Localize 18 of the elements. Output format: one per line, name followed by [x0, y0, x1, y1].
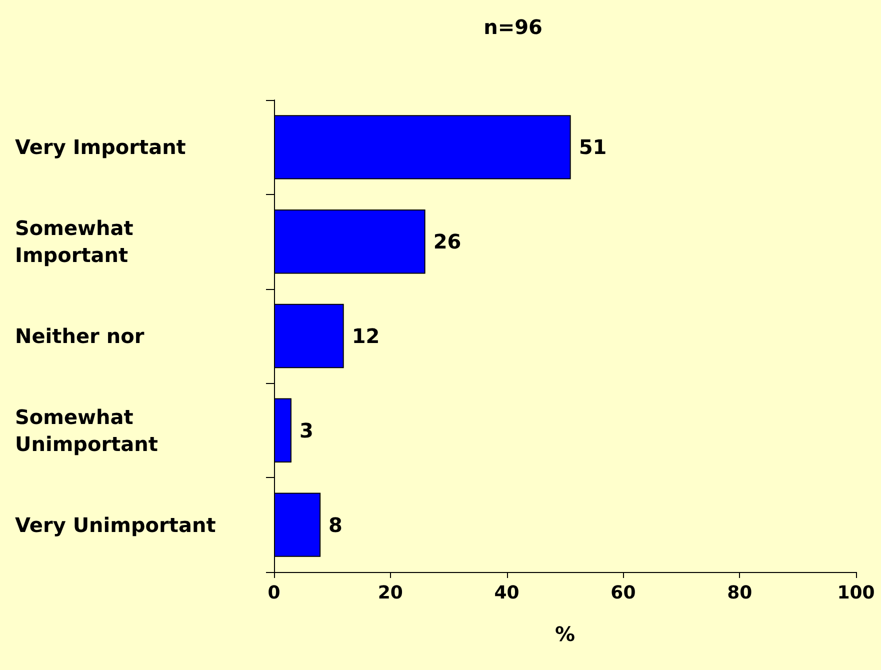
x-tick-label: 80 — [727, 582, 752, 604]
x-tick-label: 40 — [494, 582, 520, 604]
y-tick-label: Very Important — [15, 135, 186, 160]
x-tick-label: 60 — [610, 582, 636, 604]
y-tick-label: Very Unimportant — [15, 512, 216, 537]
y-tick-label: Somewhat Unimportant — [15, 404, 158, 456]
x-tick-label: 100 — [837, 582, 875, 604]
data-label: 3 — [299, 418, 314, 442]
data-label: 51 — [578, 135, 607, 160]
x-axis-title: % — [554, 622, 576, 646]
chart-title: n=96 — [484, 15, 542, 39]
y-tick-label: Neither nor — [15, 324, 144, 348]
data-label: 12 — [352, 324, 380, 348]
x-tick-label: 0 — [268, 582, 280, 604]
data-label: 26 — [433, 230, 462, 254]
x-tick-label: 20 — [378, 582, 403, 604]
y-tick-label: Somewhat Important — [15, 216, 140, 268]
data-label: 8 — [328, 512, 342, 537]
